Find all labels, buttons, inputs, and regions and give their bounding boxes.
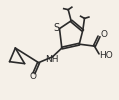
Text: O: O: [100, 30, 107, 39]
Text: S: S: [53, 23, 59, 33]
Text: HO: HO: [100, 51, 113, 60]
Text: NH: NH: [45, 55, 59, 64]
Text: O: O: [30, 72, 37, 81]
